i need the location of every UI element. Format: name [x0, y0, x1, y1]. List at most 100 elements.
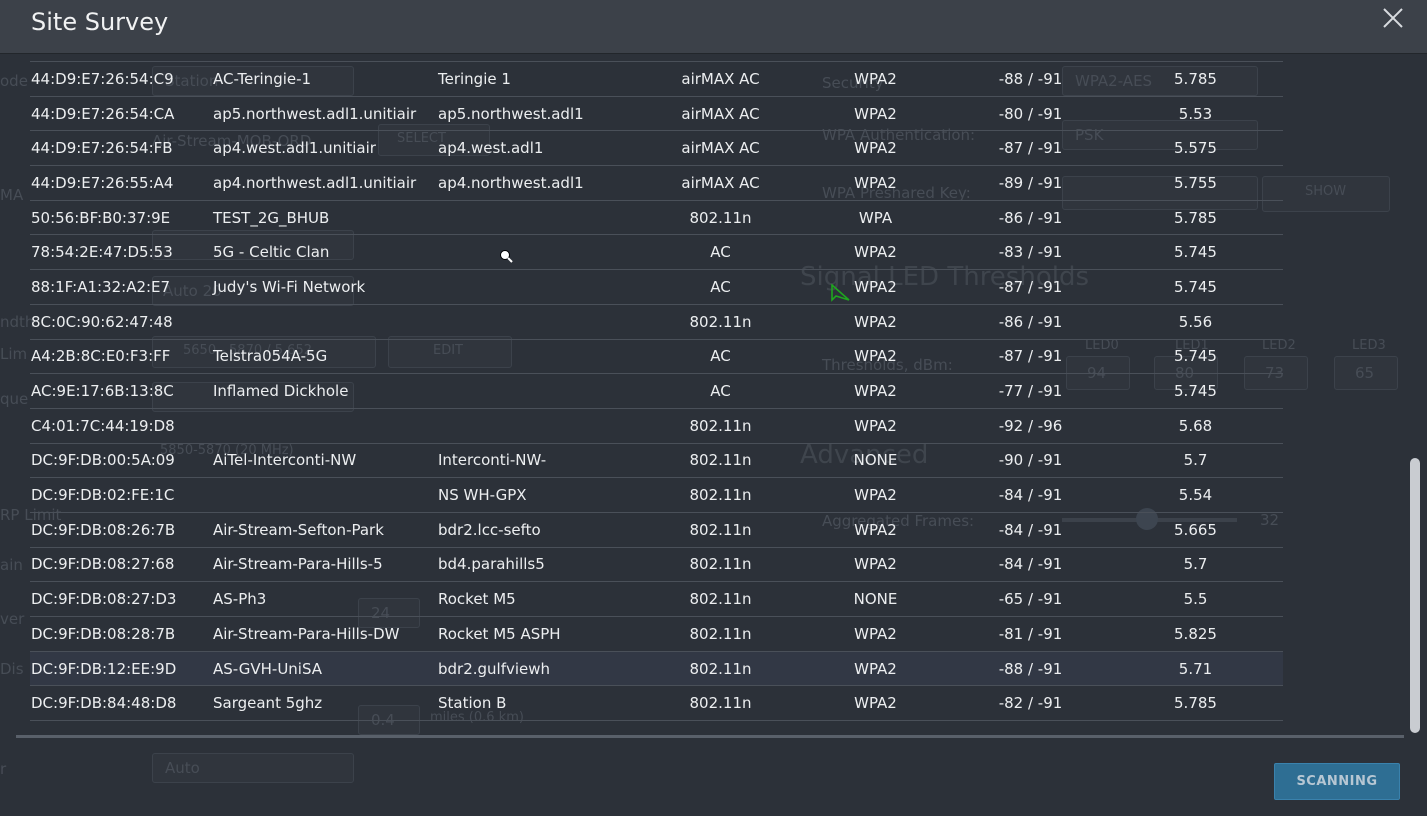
frequency-cell: 5.665 [1108, 512, 1283, 548]
mac-cell: DC:9F:DB:02:FE:1C [30, 477, 213, 513]
signal-noise-cell: -84 / -91 [953, 547, 1108, 583]
bg-label-frequency: que [0, 390, 29, 408]
bg-led3: LED3 [1352, 338, 1386, 353]
bg-show-button: SHOW [1262, 176, 1390, 212]
ssid-cell: ap5.northwest.adl1.unitiair [213, 96, 438, 132]
frequency-cell: 5.56 [1108, 304, 1283, 340]
bg-auto-select-2: Auto [152, 753, 354, 783]
device-name-cell: bdr2.gulfviewh [438, 651, 643, 687]
table-row[interactable]: DC:9F:DB:08:27:68 Air-Stream-Para-Hills-5… [30, 547, 1283, 583]
table-row[interactable]: C4:01:7C:44:19:D8 802.11n WPA2 -92 / -96 5.6… [30, 408, 1283, 444]
bg-label-limit: Lim [0, 345, 28, 363]
bg-auto-select-value: Auto [165, 759, 200, 777]
device-name-cell: ap4.west.adl1 [438, 130, 643, 167]
mac-cell: 44:D9:E7:26:54:CA [30, 96, 213, 132]
close-icon-glyph [1383, 8, 1403, 28]
security-cell: WPA2 [798, 512, 953, 548]
mac-cell: C4:01:7C:44:19:D8 [30, 408, 213, 444]
signal-noise-cell: -80 / -91 [953, 96, 1108, 132]
signal-noise-cell: -87 / -91 [953, 130, 1108, 167]
radio-mode-cell: 802.11n [643, 304, 798, 340]
ssid-cell: Inflamed Dickhole [213, 373, 438, 409]
bg-led3-value: 65 [1355, 364, 1375, 382]
modal-header: Site Survey [0, 0, 1427, 54]
ssid-cell: Telstra054A-5G [213, 339, 438, 375]
bg-label-bandwidth: ndth [0, 313, 35, 331]
scrollbar-thumb[interactable] [1410, 458, 1420, 733]
bg-label-r: r [0, 760, 7, 778]
radio-mode-cell: airMAX AC [643, 165, 798, 201]
signal-noise-cell: -88 / -91 [953, 61, 1108, 97]
mac-cell: 78:54:2E:47:D5:53 [30, 234, 213, 271]
security-cell: WPA2 [798, 339, 953, 375]
close-icon[interactable] [1380, 5, 1406, 31]
radio-mode-cell: airMAX AC [643, 61, 798, 97]
frequency-cell: 5.755 [1108, 165, 1283, 201]
device-name-cell: ap5.northwest.adl1 [438, 96, 643, 132]
signal-noise-cell: -92 / -96 [953, 408, 1108, 444]
signal-noise-cell: -86 / -91 [953, 200, 1108, 236]
device-name-cell [438, 200, 643, 236]
security-cell: WPA2 [798, 61, 953, 97]
security-cell: WPA2 [798, 269, 953, 305]
security-cell: WPA [798, 200, 953, 236]
frequency-cell: 5.575 [1108, 130, 1283, 167]
security-cell: WPA2 [798, 130, 953, 167]
mac-cell: DC:9F:DB:84:48:D8 [30, 685, 213, 722]
bg-show-label: SHOW [1305, 184, 1347, 199]
table-row[interactable]: 44:D9:E7:26:54:C9 AC-Teringie-1 Teringie 1… [30, 61, 1283, 97]
signal-noise-cell: -77 / -91 [953, 373, 1108, 409]
security-cell: WPA2 [798, 547, 953, 583]
radio-mode-cell: AC [643, 269, 798, 305]
table-row[interactable]: DC:9F:DB:08:27:D3 AS-Ph3 Rocket M5 802.11n N… [30, 581, 1283, 617]
mac-cell: DC:9F:DB:00:5A:09 [30, 443, 213, 479]
table-row[interactable]: DC:9F:DB:02:FE:1C NS WH-GPX 802.11n WPA2 -84… [30, 477, 1283, 513]
mac-cell: DC:9F:DB:08:27:68 [30, 547, 213, 583]
table-row[interactable]: 44:D9:E7:26:54:FB ap4.west.adl1.unitiair a… [30, 130, 1283, 167]
table-row[interactable]: 8C:0C:90:62:47:48 802.11n WPA2 -86 / -91 5.5… [30, 304, 1283, 340]
bg-label-power: ver [0, 610, 25, 628]
device-name-cell [438, 234, 643, 271]
security-cell: WPA2 [798, 408, 953, 444]
mac-cell: DC:9F:DB:12:EE:9D [30, 651, 213, 687]
radio-mode-cell: 802.11n [643, 616, 798, 652]
table-row[interactable]: AC:9E:17:6B:13:8C Inflamed Dickhole AC WPA2… [30, 373, 1283, 409]
table-row[interactable]: 88:1F:A1:32:A2:E7 Judy's Wi-Fi Network AC W… [30, 269, 1283, 305]
ssid-cell: Air-Stream-Para-Hills-DW [213, 616, 438, 652]
frequency-cell: 5.745 [1108, 339, 1283, 375]
ssid-cell: TEST_2G_BHUB [213, 200, 438, 236]
scanning-button[interactable]: SCANNING [1274, 763, 1400, 800]
table-row[interactable]: A4:2B:8C:E0:F3:FF Telstra054A-5G AC WPA2 -87… [30, 339, 1283, 375]
modal-divider [16, 735, 1404, 738]
mac-cell: 88:1F:A1:32:A2:E7 [30, 269, 213, 305]
ssid-cell: ap4.west.adl1.unitiair [213, 130, 438, 167]
frequency-cell: 5.5 [1108, 581, 1283, 617]
table-row[interactable]: DC:9F:DB:08:28:7B Air-Stream-Para-Hills-D… [30, 616, 1283, 652]
device-name-cell [438, 373, 643, 409]
frequency-cell: 5.54 [1108, 477, 1283, 513]
site-survey-table-container[interactable]: 44:D9:E7:26:54:C9 AC-Teringie-1 Teringie 1… [16, 59, 1406, 735]
ssid-cell: ap4.northwest.adl1.unitiair [213, 165, 438, 201]
table-row[interactable]: 78:54:2E:47:D5:53 5G - Celtic Clan AC WPA2-… [30, 234, 1283, 271]
radio-mode-cell: 802.11n [643, 512, 798, 548]
device-name-cell: Rocket M5 ASPH [438, 616, 643, 652]
security-cell: WPA2 [798, 165, 953, 201]
table-row[interactable]: 44:D9:E7:26:54:CA ap5.northwest.adl1.unit… [30, 96, 1283, 132]
device-name-cell: Interconti-NW- [438, 443, 643, 479]
table-row[interactable]: DC:9F:DB:00:5A:09 AiTel-Interconti-NW Inte… [30, 443, 1283, 479]
device-name-cell [438, 408, 643, 444]
table-row[interactable]: 44:D9:E7:26:55:A4 ap4.northwest.adl1.unit… [30, 165, 1283, 201]
signal-noise-cell: -81 / -91 [953, 616, 1108, 652]
device-name-cell: Rocket M5 [438, 581, 643, 617]
device-name-cell: bdr2.lcc-sefto [438, 512, 643, 548]
mac-cell: 44:D9:E7:26:54:FB [30, 130, 213, 167]
radio-mode-cell: AC [643, 234, 798, 271]
mac-cell: 44:D9:E7:26:54:C9 [30, 61, 213, 97]
table-row[interactable]: DC:9F:DB:08:26:7B Air-Stream-Sefton-Park b… [30, 512, 1283, 548]
table-row[interactable]: 50:56:BF:B0:37:9E TEST_2G_BHUB 802.11n WPA -… [30, 200, 1283, 236]
busy-cursor-icon [500, 250, 513, 263]
security-cell: WPA2 [798, 685, 953, 722]
table-row[interactable]: DC:9F:DB:12:EE:9D AS-GVH-UniSA bdr2.gulfvi… [30, 651, 1283, 687]
